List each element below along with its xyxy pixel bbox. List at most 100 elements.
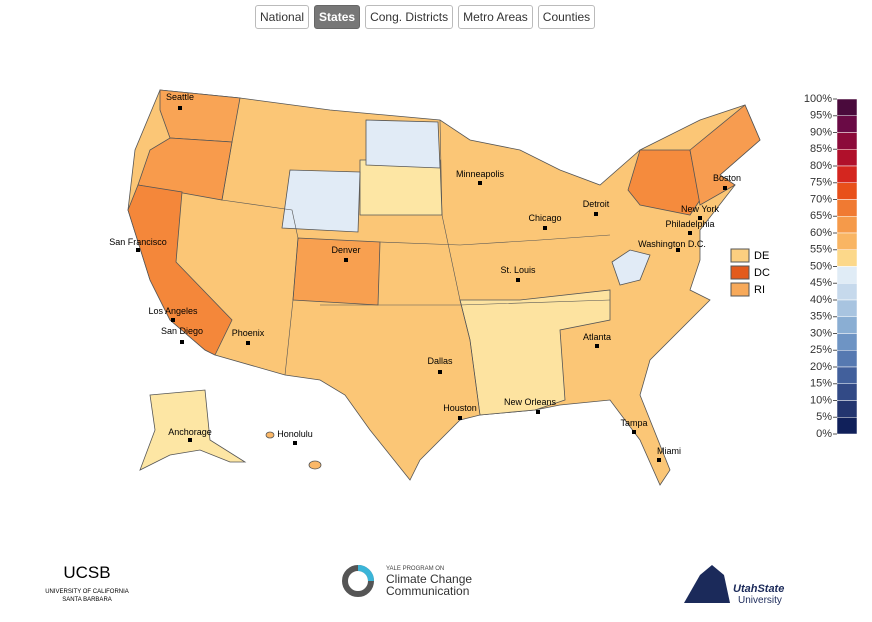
scale-bin <box>836 249 858 267</box>
logo-text: YALE PROGRAM ON <box>386 566 444 572</box>
logo-text: Climate Change <box>386 572 472 586</box>
city-dot <box>595 344 599 348</box>
logo-icon <box>684 565 730 603</box>
scale-bin <box>836 366 858 384</box>
state-border <box>439 119 481 416</box>
hawaii <box>308 460 322 470</box>
city-label: Seattle <box>166 92 194 102</box>
legend-label: DC <box>754 267 770 279</box>
logo-text: UtahState <box>733 583 784 595</box>
city-label: St. Louis <box>500 265 536 275</box>
city-dot <box>676 248 680 252</box>
tab[interactable]: Cong. Districts <box>365 5 454 29</box>
scale-label: 80% <box>810 160 832 172</box>
tab[interactable]: Counties <box>537 5 596 29</box>
city-label: Phoenix <box>232 328 265 338</box>
city-label: Minneapolis <box>456 169 505 179</box>
montana-dakota <box>365 119 441 169</box>
city-dot <box>180 340 184 344</box>
california <box>127 184 233 356</box>
scale-bin <box>836 232 858 250</box>
scale-bin <box>836 266 858 284</box>
legend-swatch <box>730 282 750 297</box>
state-border <box>320 299 611 306</box>
city-label: San Francisco <box>109 237 167 247</box>
city-label: Tampa <box>620 418 647 428</box>
wyoming <box>281 169 361 233</box>
city-dot <box>178 106 182 110</box>
logo-text: SANTA BARBARA <box>62 597 112 603</box>
city-dot <box>632 430 636 434</box>
logo-text: University <box>738 595 782 606</box>
scale-bin <box>836 98 858 116</box>
legend-swatch <box>730 265 750 280</box>
scale-label: 10% <box>810 394 832 406</box>
scale-bin <box>836 165 858 183</box>
scale-label: 40% <box>810 294 832 306</box>
city-label: Dallas <box>427 356 453 366</box>
city-label: New Orleans <box>504 397 557 407</box>
scale-label: 30% <box>810 327 832 339</box>
scale-bin <box>836 400 858 418</box>
scale-bin <box>836 216 858 234</box>
scale-bin <box>836 199 858 217</box>
city-dot <box>594 212 598 216</box>
scale-bin <box>836 132 858 150</box>
tab[interactable]: National <box>255 5 310 29</box>
city-label: Anchorage <box>168 427 212 437</box>
legend-label: RI <box>754 284 765 296</box>
scale-label: 85% <box>810 143 832 155</box>
logo-ring <box>357 565 374 582</box>
legend-swatch <box>730 248 750 263</box>
scale-bin <box>836 115 858 133</box>
city-dot <box>698 216 702 220</box>
city-dot <box>516 278 520 282</box>
yale-logo: YALE PROGRAM ON Climate Change Communica… <box>342 565 472 598</box>
city-dot <box>438 370 442 374</box>
city-label: Boston <box>713 173 741 183</box>
scale-bin <box>836 383 858 401</box>
city-dot <box>723 186 727 190</box>
state-border <box>379 234 611 246</box>
scale-label: 70% <box>810 193 832 205</box>
scale-bin <box>836 299 858 317</box>
tab[interactable]: States <box>314 5 361 29</box>
scale-bin <box>836 333 858 351</box>
city-dot <box>246 341 250 345</box>
city-dot <box>136 248 140 252</box>
logo-text: UCSB <box>63 563 110 582</box>
scale-label: 15% <box>810 378 832 390</box>
city-label: Miami <box>657 446 681 456</box>
city-label: Denver <box>331 245 360 255</box>
scale-bin <box>836 417 858 435</box>
scale-label: 20% <box>810 361 832 373</box>
tab[interactable]: Metro Areas <box>458 5 533 29</box>
scale-label: 50% <box>810 260 832 272</box>
scale-label: 60% <box>810 227 832 239</box>
new-england <box>689 104 761 206</box>
city-label: Los Angeles <box>148 306 198 316</box>
scale-label: 65% <box>810 210 832 222</box>
logo-text: UNIVERSITY OF CALIFORNIA <box>45 589 129 595</box>
scale-label: 0% <box>816 428 832 440</box>
city-dot <box>536 410 540 414</box>
scale-bin <box>836 283 858 301</box>
city-dot <box>657 458 661 462</box>
city-label: Honolulu <box>277 429 313 439</box>
scale-bin <box>836 316 858 334</box>
city-label: San Diego <box>161 326 203 336</box>
scale-label: 100% <box>804 93 832 105</box>
scale-label: 25% <box>810 344 832 356</box>
scale-label: 35% <box>810 311 832 323</box>
city-label: Chicago <box>528 213 561 223</box>
city-label: New York <box>681 204 720 214</box>
us-base <box>127 89 761 486</box>
state-border <box>221 141 299 376</box>
city-dot <box>188 438 192 442</box>
usu-logo: UtahState University <box>684 565 784 606</box>
tab-bar: National States Cong. Districts Metro Areas… <box>255 5 596 29</box>
hawaii <box>265 431 275 439</box>
scale-label: 55% <box>810 244 832 256</box>
